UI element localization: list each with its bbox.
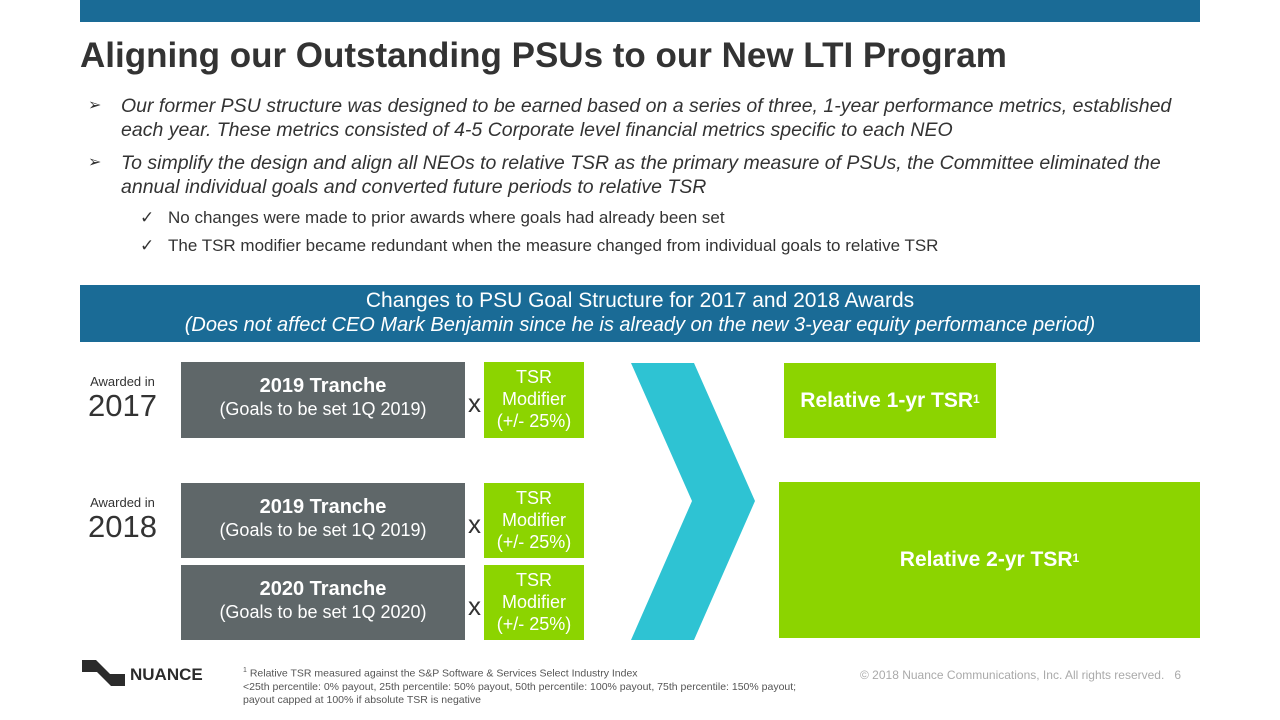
nuance-logo: NUANCE <box>80 656 220 695</box>
multiply-sign: x <box>468 591 481 621</box>
relative-2yr-tsr-box: Relative 2-yr TSR 1 <box>779 482 1200 638</box>
tranche-box: 2019 Tranche (Goals to be set 1Q 2019) <box>181 483 465 558</box>
arrow-bullet-icon: ➢ <box>88 154 102 171</box>
chevron-arrow-icon <box>631 363 755 640</box>
award-2018: Awarded in 2018 <box>88 495 157 544</box>
top-bar <box>80 0 1200 22</box>
arrow-bullet-icon: ➢ <box>88 97 102 114</box>
relative-1yr-tsr-box: Relative 1-yr TSR 1 <box>784 363 996 438</box>
section-banner: Changes to PSU Goal Structure for 2017 a… <box>80 285 1200 342</box>
svg-text:NUANCE: NUANCE <box>130 665 203 684</box>
multiply-sign: x <box>468 509 481 539</box>
tsr-modifier-box: TSR Modifier (+/- 25%) <box>484 483 584 558</box>
page-number: 6 <box>1174 668 1182 682</box>
tsr-modifier-box: TSR Modifier (+/- 25%) <box>484 362 584 438</box>
tranche-box: 2020 Tranche (Goals to be set 1Q 2020) <box>181 565 465 640</box>
tranche-box: 2019 Tranche (Goals to be set 1Q 2019) <box>181 362 465 438</box>
tsr-modifier-box: TSR Modifier (+/- 25%) <box>484 565 584 640</box>
banner-title: Changes to PSU Goal Structure for 2017 a… <box>365 289 915 312</box>
footnote: 1 Relative TSR measured against the S&P … <box>243 667 797 706</box>
check-item-1: ✓ No changes were made to prior awards wh… <box>140 208 725 227</box>
banner-subtitle: (Does not affect CEO Mark Benjamin since… <box>184 314 1096 336</box>
copyright: © 2018 Nuance Communications, Inc. All r… <box>860 668 1182 682</box>
multiply-sign: x <box>468 388 481 418</box>
page-title: Aligning our Outstanding PSUs to our New… <box>80 36 1007 75</box>
bullet-2: ➢ To simplify the design and align all NE… <box>88 152 1161 198</box>
check-icon: ✓ <box>140 208 155 227</box>
check-item-2: ✓ The TSR modifier became redundant when … <box>140 236 939 255</box>
bullet-1: ➢ Our former PSU structure was designed t… <box>88 95 1172 141</box>
award-2017: Awarded in 2017 <box>88 374 157 423</box>
check-icon: ✓ <box>140 236 155 255</box>
